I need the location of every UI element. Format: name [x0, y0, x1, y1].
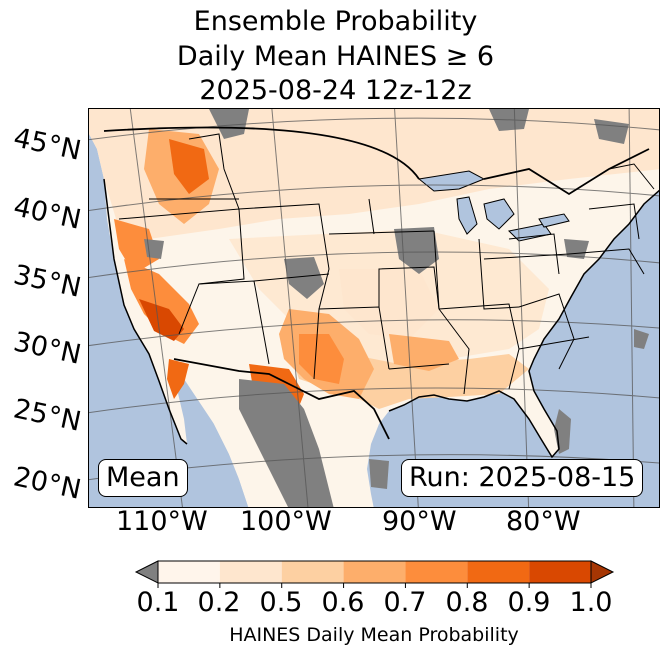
lon-label-100: 100°W — [240, 506, 332, 537]
colorbar-segment — [405, 561, 468, 583]
colorbar-segment — [343, 561, 406, 583]
colorbar-segment — [219, 561, 282, 583]
lon-label-90: 90°W — [382, 506, 457, 537]
lat-label-40: 40°N — [10, 191, 84, 236]
country-borders — [103, 126, 650, 440]
colorbar-over-arrow — [590, 560, 615, 584]
colorbar-tick-1: 0.2 — [197, 587, 241, 618]
colorbar-under-arrow — [134, 560, 159, 584]
colorbar-tick-2: 0.5 — [259, 587, 303, 618]
colorbar-tick-5: 0.8 — [445, 587, 489, 618]
lat-label-20: 20°N — [10, 461, 84, 506]
colorbar-tick-4: 0.7 — [383, 587, 427, 618]
coastline — [103, 178, 659, 459]
lat-label-35: 35°N — [10, 259, 84, 304]
colorbar-tick-7: 1.0 — [569, 587, 613, 618]
colorbar-tick-0: 0.1 — [136, 587, 180, 618]
run-date-box: Run: 2025-08-15 — [401, 459, 644, 497]
colorbar-segment — [467, 561, 530, 583]
title-line-3: 2025-08-24 12z-12z — [199, 75, 472, 106]
state-borders — [118, 133, 655, 395]
map-canvas — [89, 109, 659, 507]
lat-label-25: 25°N — [10, 393, 84, 438]
lon-label-80: 80°W — [506, 506, 581, 537]
colorbar-segment — [529, 561, 591, 583]
lat-label-45: 45°N — [10, 122, 84, 167]
great-lakes — [417, 170, 570, 242]
mean-label-box: Mean — [98, 459, 188, 497]
title-line-2: Daily Mean HAINES ≥ 6 — [176, 41, 495, 72]
colorbar-tick-3: 0.6 — [321, 587, 365, 618]
colorbar-label: HAINES Daily Mean Probability — [229, 624, 519, 646]
missing-data-areas — [144, 109, 649, 507]
probability-fields — [89, 109, 659, 419]
colorbar-segment — [281, 561, 344, 583]
colorbar-tick-6: 0.9 — [507, 587, 551, 618]
colorbar-border — [157, 560, 592, 584]
lon-label-110: 110°W — [116, 506, 208, 537]
lat-label-30: 30°N — [10, 326, 84, 371]
colorbar-segment — [158, 561, 220, 583]
title-line-1: Ensemble Probability — [193, 6, 478, 37]
map-panel — [88, 108, 660, 508]
